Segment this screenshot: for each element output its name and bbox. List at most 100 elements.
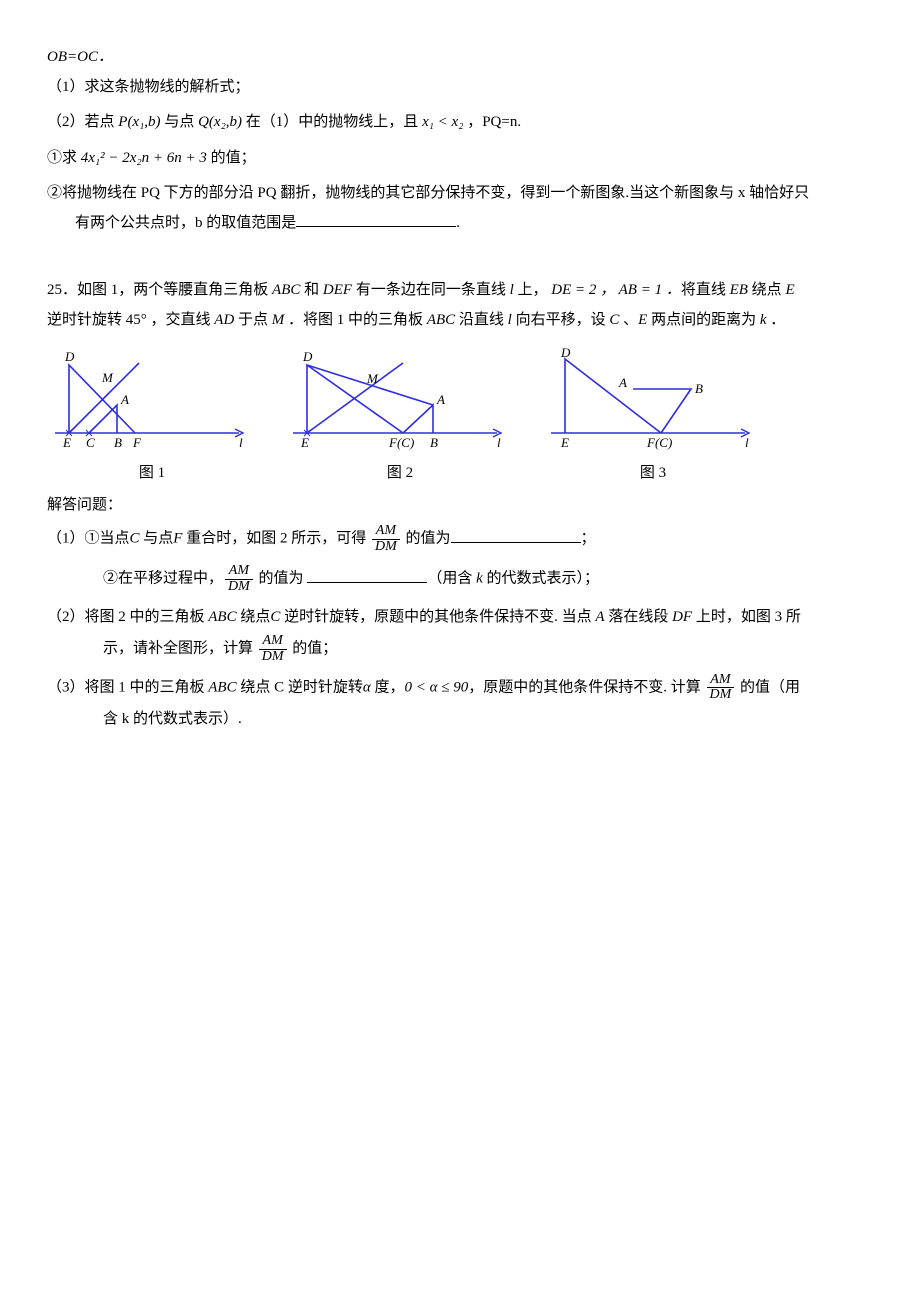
q24-sub2-line1: ②将抛物线在 PQ 下方的部分沿 PQ 翻折，抛物线的其它部分保持不变，得到一个…	[47, 181, 880, 207]
t: ，交直线	[147, 312, 215, 328]
svg-text:l: l	[497, 435, 501, 450]
t: （3）将图 1 中的三角板	[47, 679, 208, 695]
frac-am-dm: AMDM	[372, 524, 400, 554]
t: （1）①当点	[47, 531, 130, 547]
svg-text:B: B	[695, 381, 703, 396]
figure-captions: 图 1 图 2 图 3	[47, 461, 880, 487]
AD: AD	[214, 312, 234, 328]
caption-3: 图 3	[543, 461, 763, 487]
t: 绕点 C 逆时针旋转	[237, 679, 363, 695]
t: 示，请补全图形，计算	[103, 641, 257, 657]
blank-b-range	[296, 211, 456, 227]
svg-text:D: D	[302, 349, 313, 364]
C: C	[130, 531, 140, 547]
svg-text:A: A	[436, 392, 445, 407]
t: 绕点	[237, 609, 271, 625]
abc: ABC	[208, 679, 236, 695]
t: 将直线	[681, 282, 730, 298]
svg-text:F(C): F(C)	[388, 435, 414, 450]
t: 的值（用	[736, 679, 800, 695]
q25-p3-line1: （3）将图 1 中的三角板 ABC 绕点 C 逆时针旋转α 度，0 < α ≤ …	[47, 673, 880, 703]
svg-text:E: E	[62, 435, 71, 450]
deg: 45°	[126, 312, 147, 328]
frac-am-dm: AMDM	[225, 564, 253, 594]
k: k	[476, 571, 483, 587]
frac-am-dm: AMDM	[707, 673, 735, 703]
blank-1-2	[307, 567, 427, 583]
text: 在（1）中的抛物线上，且	[246, 114, 419, 130]
def: DEF	[323, 282, 352, 298]
t: 如图 1，两个等腰直角三角板	[77, 282, 272, 298]
text: 有两个公共点时，b 的取值范围是	[75, 215, 296, 231]
range: 0 < α ≤ 90	[405, 679, 469, 695]
t: 上时，如图 3 所	[692, 609, 801, 625]
l: l	[504, 312, 516, 328]
q24-sub1: ①求 4x₁² − 2x₂n + 6n + 3 的值；	[47, 146, 880, 172]
label: ①求	[47, 150, 77, 166]
t: 向右平移，设	[516, 312, 610, 328]
obc-line: OB=OC．	[47, 45, 880, 71]
t: ．将图 1 中的三角板	[284, 312, 427, 328]
q25-p1-2: ②在平移过程中，AMDM 的值为 （用含 k 的代数式表示）；	[47, 564, 880, 594]
qnum: 25．	[47, 282, 77, 298]
tail: 的值；	[211, 150, 256, 166]
q25-intro-line1: 25．如图 1，两个等腰直角三角板 ABC 和 DEF 有一条边在同一条直线 l…	[47, 278, 880, 304]
expr: 4x₁² − 2x₂n + 6n + 3	[81, 150, 207, 166]
t: 和	[300, 282, 323, 298]
figure-3: DABEF(C)l	[543, 347, 763, 457]
C: C	[609, 312, 619, 328]
t: ②在平移过程中，	[103, 571, 223, 587]
caption-2: 图 2	[285, 461, 515, 487]
E: E	[638, 312, 647, 328]
svg-text:M: M	[366, 371, 379, 386]
t: 的值；	[289, 641, 338, 657]
t: 落在线段	[605, 609, 673, 625]
A: A	[595, 609, 604, 625]
svg-text:D: D	[560, 347, 571, 360]
t: 绕点	[748, 282, 786, 298]
svg-text:F(C): F(C)	[646, 435, 672, 450]
q24-sub2-line2: 有两个公共点时，b 的取值范围是.	[47, 211, 880, 237]
abc: ABC	[272, 282, 300, 298]
svg-text:l: l	[745, 435, 749, 450]
q-args: (x₂,b)	[209, 114, 242, 130]
figure-2: DMAEF(C)Bl	[285, 347, 515, 457]
frac-am-dm: AMDM	[259, 634, 287, 664]
t: 、	[619, 312, 638, 328]
t: 逆时针旋转	[47, 312, 126, 328]
semi: ；	[581, 531, 596, 547]
svg-text:M: M	[101, 370, 114, 385]
text: （2）若点	[47, 114, 115, 130]
q25-p2-line1: （2）将图 2 中的三角板 ABC 绕点C 逆时针旋转，原题中的其他条件保持不变…	[47, 605, 880, 631]
abc: ABC	[427, 312, 455, 328]
t: 度，	[371, 679, 405, 695]
period: .	[456, 215, 460, 231]
text: 与点	[164, 114, 194, 130]
t: 上，	[518, 282, 548, 298]
svg-text:A: A	[618, 375, 627, 390]
t: 逆时针旋转，原题中的其他条件保持不变. 当点	[280, 609, 595, 625]
k: k	[760, 312, 767, 328]
p-args: (x₁,b)	[127, 114, 160, 130]
DF: DF	[672, 609, 692, 625]
t: （用含	[427, 571, 476, 587]
t: 于点	[234, 312, 272, 328]
M: M	[272, 312, 285, 328]
t: ，原题中的其他条件保持不变. 计算	[468, 679, 704, 695]
svg-text:l: l	[239, 435, 243, 450]
q25-p1-1: （1）①当点C 与点F 重合时，如图 2 所示，可得 AMDM 的值为；	[47, 524, 880, 554]
eb: EB	[730, 282, 748, 298]
abc: ABC	[208, 609, 236, 625]
t: 的代数式表示）；	[483, 571, 599, 587]
E: E	[785, 282, 794, 298]
q24-part1: （1）求这条抛物线的解析式；	[47, 75, 880, 101]
t: 沿直线	[455, 312, 504, 328]
caption-1: 图 1	[47, 461, 257, 487]
var-Q: Q	[198, 114, 209, 130]
text: ，PQ=n.	[467, 114, 521, 130]
svg-text:B: B	[430, 435, 438, 450]
q24-part2: （2）若点 P(x₁,b) 与点 Q(x₂,b) 在（1）中的抛物线上，且 x₁…	[47, 110, 880, 136]
q25-intro-line2: 逆时针旋转 45° ，交直线 AD 于点 M ．将图 1 中的三角板 ABC 沿…	[47, 308, 880, 334]
svg-text:C: C	[86, 435, 95, 450]
svg-text:D: D	[64, 349, 75, 364]
